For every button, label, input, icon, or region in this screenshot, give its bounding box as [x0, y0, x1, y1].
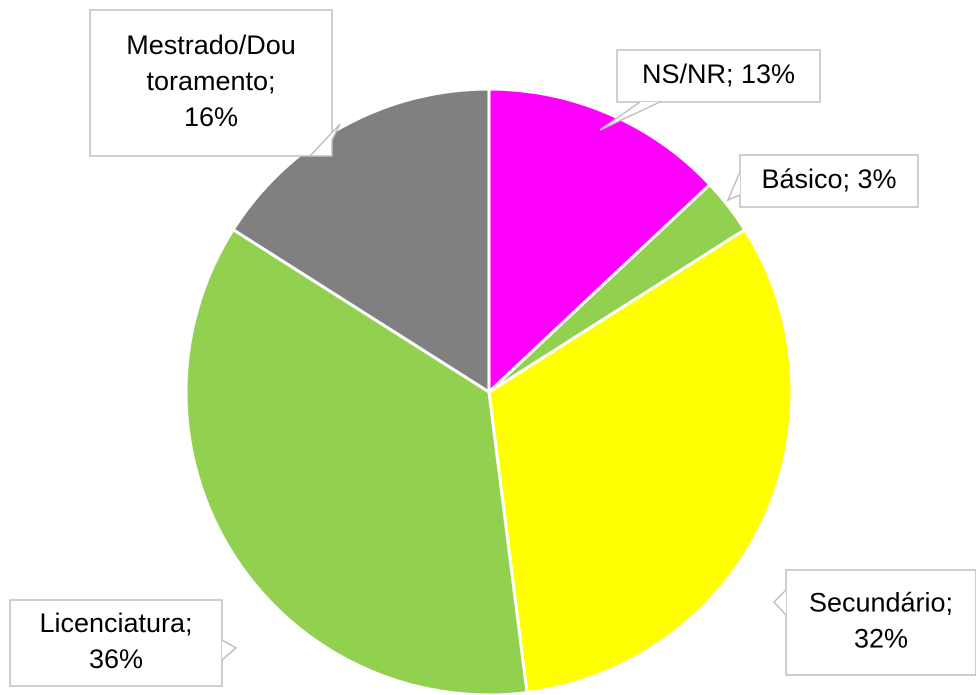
label-pointer [726, 171, 741, 202]
label-box [9, 599, 223, 687]
pie-slice [184, 227, 529, 695]
data-label: NS/NR; 13% [642, 59, 795, 89]
data-label: toramento; [146, 66, 275, 96]
pie-slice [487, 87, 712, 396]
data-label: 16% [184, 102, 238, 132]
data-label: Básico; 3% [761, 164, 896, 194]
data-label: Secundário; [809, 588, 953, 618]
pie-slice [487, 227, 794, 695]
data-label: 32% [854, 624, 908, 654]
label-box [785, 569, 976, 676]
data-label: Mestrado/Dou [126, 30, 296, 60]
label-box [89, 9, 333, 157]
label-box [616, 49, 821, 103]
label-box [739, 154, 919, 208]
pie-slice [231, 87, 491, 395]
label-pointer [221, 639, 238, 661]
label-pointer [309, 123, 341, 157]
data-label: 36% [89, 644, 143, 674]
data-label: Licenciatura; [39, 608, 192, 638]
label-pointer [599, 101, 661, 131]
label-pointer [772, 589, 787, 616]
